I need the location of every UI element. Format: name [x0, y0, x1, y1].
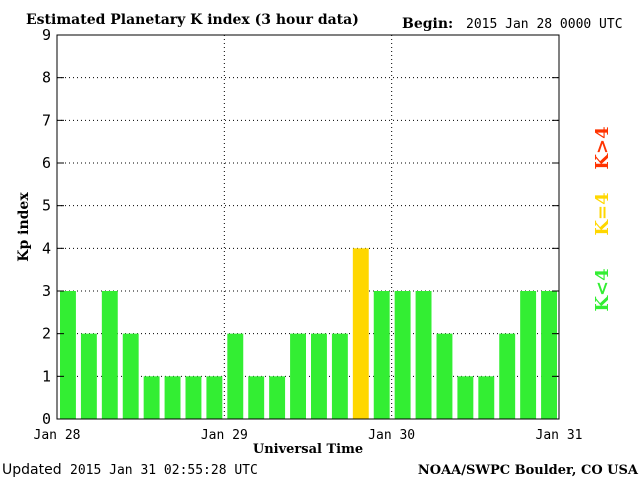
- legend-k-equal-4: K=4: [592, 192, 613, 235]
- y-tick-label: 0: [42, 410, 51, 428]
- kp-bar: [164, 376, 181, 419]
- x-tick-label: Jan 29: [201, 428, 248, 443]
- x-tick-label: Jan 28: [34, 428, 81, 443]
- y-tick-label: 5: [42, 197, 51, 215]
- y-tick-label: 2: [42, 325, 51, 343]
- chart-title: Estimated Planetary K index (3 hour data…: [26, 12, 359, 28]
- updated-value: 2015 Jan 31 02:55:28 UTC: [70, 463, 258, 478]
- begin-value: 2015 Jan 28 0000 UTC: [466, 17, 623, 32]
- y-tick-label: 8: [42, 69, 51, 87]
- kp-bar: [122, 333, 139, 419]
- source-credit: NOAA/SWPC Boulder, CO USA: [418, 463, 639, 478]
- color-legend: K>4 K=4 K<4: [592, 126, 613, 311]
- kp-bar: [331, 333, 348, 419]
- kp-bar: [143, 376, 160, 419]
- kp-bar: [415, 291, 432, 419]
- y-tick-label: 7: [42, 111, 51, 129]
- kp-bar: [311, 333, 327, 419]
- kp-bar: [227, 333, 244, 419]
- kp-bar: [541, 291, 557, 419]
- kp-bar: [248, 376, 265, 419]
- bars-group: [60, 248, 557, 419]
- plot-frame: [56, 34, 560, 420]
- y-ticks: 0 1 2 3 4 5 6 7 8 9: [42, 26, 559, 428]
- kp-bar: [185, 376, 202, 419]
- kp-bar: [60, 291, 76, 419]
- kp-bar: [457, 376, 474, 419]
- kp-bar: [520, 291, 537, 419]
- kp-bar: [499, 333, 516, 419]
- kp-bar: [269, 376, 286, 419]
- kp-bar: [373, 291, 390, 419]
- x-ticks: Jan 28 Jan 29 Jan 30 Jan 31: [34, 428, 583, 443]
- y-tick-label: 9: [42, 26, 51, 44]
- x-tick-label: Jan 30: [368, 428, 415, 443]
- kp-bar: [352, 248, 369, 419]
- kp-bar: [290, 333, 306, 419]
- y-tick-label: 6: [42, 154, 51, 172]
- legend-k-below-4: K<4: [592, 268, 613, 311]
- kp-bar: [80, 333, 97, 419]
- x-axis-label: Universal Time: [253, 442, 363, 457]
- grid-lines: [57, 35, 559, 419]
- updated-label: Updated: [2, 462, 62, 478]
- kp-bar: [101, 291, 118, 419]
- y-tick-label: 4: [42, 239, 51, 257]
- y-axis-label: Kp index: [16, 192, 32, 262]
- y-tick-label: 1: [42, 367, 51, 385]
- kp-bar: [206, 376, 223, 419]
- x-tick-label: Jan 31: [536, 428, 583, 443]
- kp-bar: [436, 333, 453, 419]
- begin-label: Begin:: [402, 16, 453, 32]
- kp-bar: [478, 376, 495, 419]
- y-tick-label: 3: [42, 282, 51, 300]
- kp-bar: [394, 291, 411, 419]
- legend-k-above-4: K>4: [592, 126, 613, 169]
